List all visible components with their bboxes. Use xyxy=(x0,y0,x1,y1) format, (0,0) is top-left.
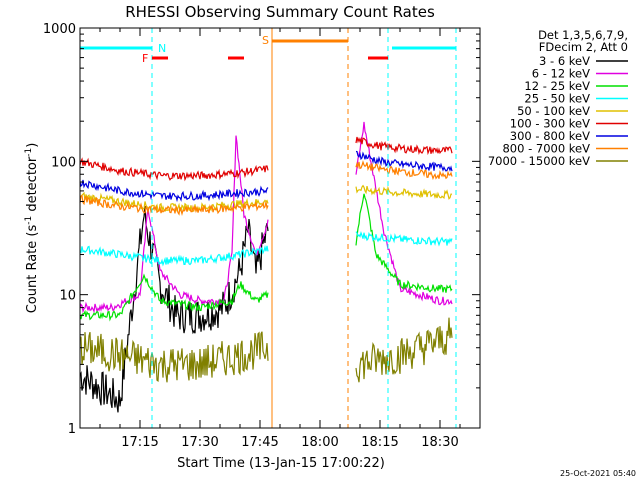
plot-frame xyxy=(79,27,481,429)
series-line-2-part-0 xyxy=(79,273,269,322)
series-line-1-part-0 xyxy=(79,135,269,314)
y-tick-label-1: 10 xyxy=(59,289,76,304)
series-line-7-part-0 xyxy=(79,194,269,217)
chart-title: RHESSI Observing Summary Count Rates xyxy=(125,3,435,21)
legend-label-2: 12 - 25 keV xyxy=(524,79,590,93)
series-line-8-part-1 xyxy=(355,317,453,383)
series-line-4-part-0 xyxy=(79,191,269,213)
series-line-3-part-1 xyxy=(355,230,453,247)
series-line-0-part-0 xyxy=(79,206,269,413)
y-axis-label: Count Rate (s-1 detector-1) xyxy=(24,143,40,314)
series-line-3-part-0 xyxy=(79,244,269,267)
series-line-2-part-1 xyxy=(355,193,453,293)
annotation-label-s: S xyxy=(262,34,269,47)
legend-header-line-1: Det 1,3,5,6,7,9, xyxy=(538,28,628,42)
series-line-5-part-1 xyxy=(355,136,453,156)
series-line-6-part-1 xyxy=(355,150,453,172)
y-tick-label-3: 1000 xyxy=(43,22,76,37)
x-tick-label-3: 18:00 xyxy=(301,435,338,450)
x-tick-label-0: 17:15 xyxy=(121,435,158,450)
legend-label-5: 100 - 300 keV xyxy=(510,117,590,131)
series-line-8-part-0 xyxy=(79,331,269,383)
annotation-layer: NF S xyxy=(80,28,457,428)
plot-area xyxy=(79,121,453,413)
legend-label-7: 800 - 7000 keV xyxy=(502,142,590,156)
series-line-7-part-1 xyxy=(355,160,453,181)
x-tick-label-4: 18:15 xyxy=(361,435,398,450)
legend-label-8: 7000 - 15000 keV xyxy=(488,154,590,168)
x-tick-label-2: 17:45 xyxy=(241,435,278,450)
series-line-1-part-1 xyxy=(355,121,453,306)
legend-label-6: 300 - 800 keV xyxy=(510,129,590,143)
y-tick-label-2: 100 xyxy=(51,155,76,170)
legend-label-0: 3 - 6 keV xyxy=(539,54,590,68)
footer-timestamp: 25-Oct-2021 05:40 xyxy=(560,469,636,478)
legend-header-line-2: FDecim 2, Att 0 xyxy=(539,40,628,54)
series-line-5-part-0 xyxy=(79,157,269,182)
axes: 1 10 100 1000 17:15 17:30 17:45 18:00 18:15 18:30 xyxy=(43,22,481,450)
legend-label-3: 25 - 50 keV xyxy=(524,92,590,106)
series-line-6-part-0 xyxy=(79,179,269,203)
legend-label-1: 6 - 12 keV xyxy=(532,67,590,81)
legend-label-4: 50 - 100 keV xyxy=(517,104,590,118)
x-axis-label: Start Time (13-Jan-15 17:00:22) xyxy=(177,456,385,471)
annotation-label-f: F xyxy=(142,52,148,65)
annotation-label-n: N xyxy=(158,42,166,55)
y-tick-label-0: 1 xyxy=(68,422,76,437)
x-tick-label-5: 18:30 xyxy=(421,435,458,450)
series-line-4-part-1 xyxy=(355,184,453,200)
x-tick-label-1: 17:30 xyxy=(181,435,218,450)
